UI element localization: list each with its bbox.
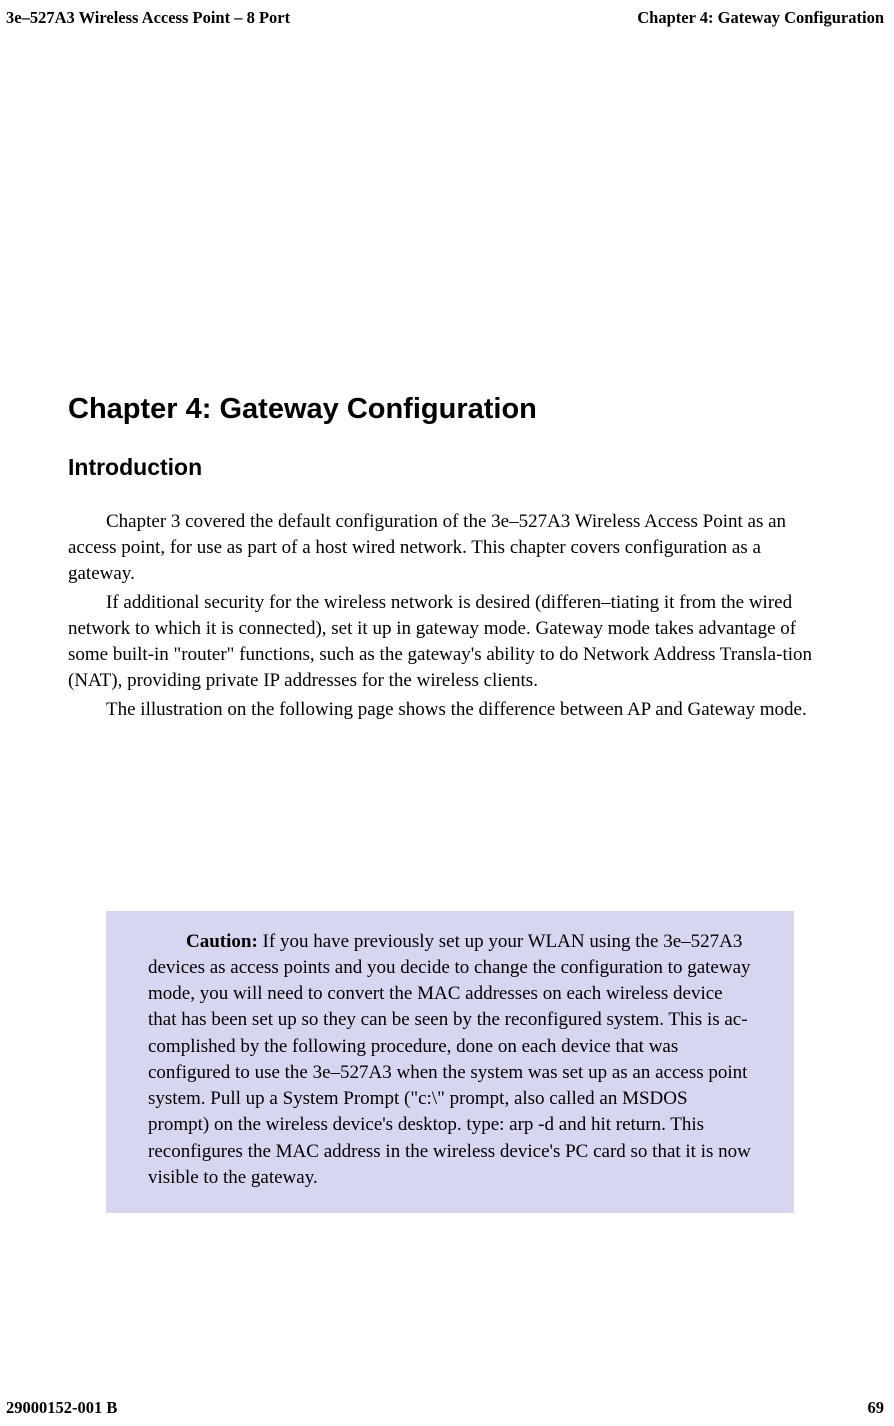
paragraph-2: If additional security for the wireless … xyxy=(68,590,828,695)
chapter-title: Chapter 4: Gateway Configuration xyxy=(68,393,828,426)
main-content: Chapter 4: Gateway Configuration Introdu… xyxy=(68,393,828,1213)
caution-body: If you have previously set up your WLAN … xyxy=(148,931,751,1188)
caution-label: Caution: xyxy=(186,931,258,952)
page-header: 3e–527A3 Wireless Access Point – 8 Port … xyxy=(0,0,894,28)
caution-box: Caution: If you have previously set up y… xyxy=(106,911,794,1213)
caution-text: Caution: If you have previously set up y… xyxy=(148,929,752,1191)
paragraph-1: Chapter 3 covered the default configurat… xyxy=(68,509,828,588)
header-right: Chapter 4: Gateway Configuration xyxy=(637,8,884,28)
paragraph-3: The illustration on the following page s… xyxy=(68,697,828,723)
header-left: 3e–527A3 Wireless Access Point – 8 Port xyxy=(6,8,290,28)
section-title: Introduction xyxy=(68,454,828,481)
footer-right: 69 xyxy=(868,1398,885,1418)
footer-left: 29000152-001 B xyxy=(6,1398,117,1418)
page-footer: 29000152-001 B 69 xyxy=(6,1398,884,1418)
